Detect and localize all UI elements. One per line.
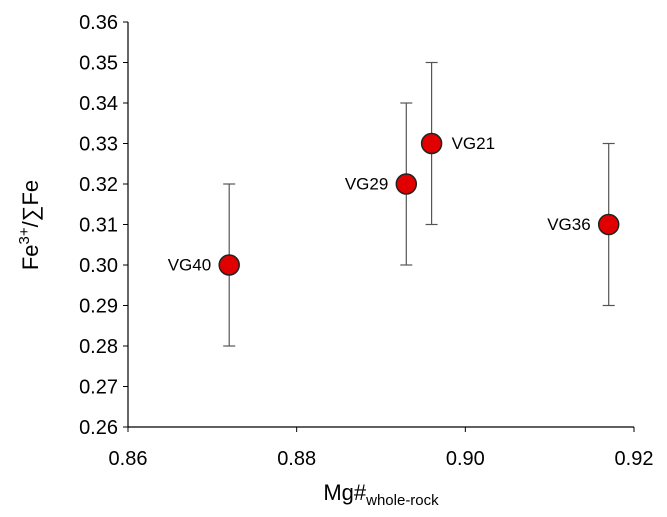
y-tick-label: 0.35 bbox=[79, 53, 118, 75]
point-label: VG36 bbox=[547, 215, 590, 234]
y-tick-label: 0.36 bbox=[79, 12, 118, 34]
y-label-rest: /∑Fe bbox=[18, 180, 43, 227]
point-label: VG21 bbox=[452, 134, 495, 153]
y-tick-label: 0.31 bbox=[79, 215, 118, 237]
x-label-main: Mg# bbox=[323, 480, 367, 505]
point bbox=[218, 254, 240, 276]
point bbox=[597, 213, 620, 236]
y-tick-label: 0.34 bbox=[79, 93, 118, 115]
x-tick-label: 0.88 bbox=[277, 448, 316, 470]
point bbox=[420, 132, 443, 155]
x-label-sub: whole-rock bbox=[365, 492, 439, 509]
y-tick-label: 0.26 bbox=[79, 417, 118, 439]
y-tick-label: 0.32 bbox=[79, 174, 118, 196]
y-tick-label: 0.30 bbox=[79, 255, 118, 277]
x-tick-label: 0.86 bbox=[109, 448, 148, 470]
y-tick-label: 0.33 bbox=[79, 134, 118, 156]
x-axis-label: Mg#whole-rock bbox=[323, 480, 439, 509]
x-tick-label: 0.90 bbox=[446, 448, 485, 470]
x-tick-label: 0.92 bbox=[615, 448, 654, 470]
y-tick-label: 0.29 bbox=[79, 296, 118, 318]
y-tick-label: 0.28 bbox=[79, 336, 118, 358]
y-axis-label: Fe3+/∑Fe bbox=[16, 180, 43, 270]
y-label-sup: 3+ bbox=[16, 227, 33, 244]
point-label: VG29 bbox=[345, 174, 388, 193]
point-label: VG40 bbox=[168, 255, 211, 274]
y-tick-label: 0.27 bbox=[79, 377, 118, 399]
point bbox=[395, 173, 418, 195]
y-label-main: Fe bbox=[18, 244, 43, 270]
